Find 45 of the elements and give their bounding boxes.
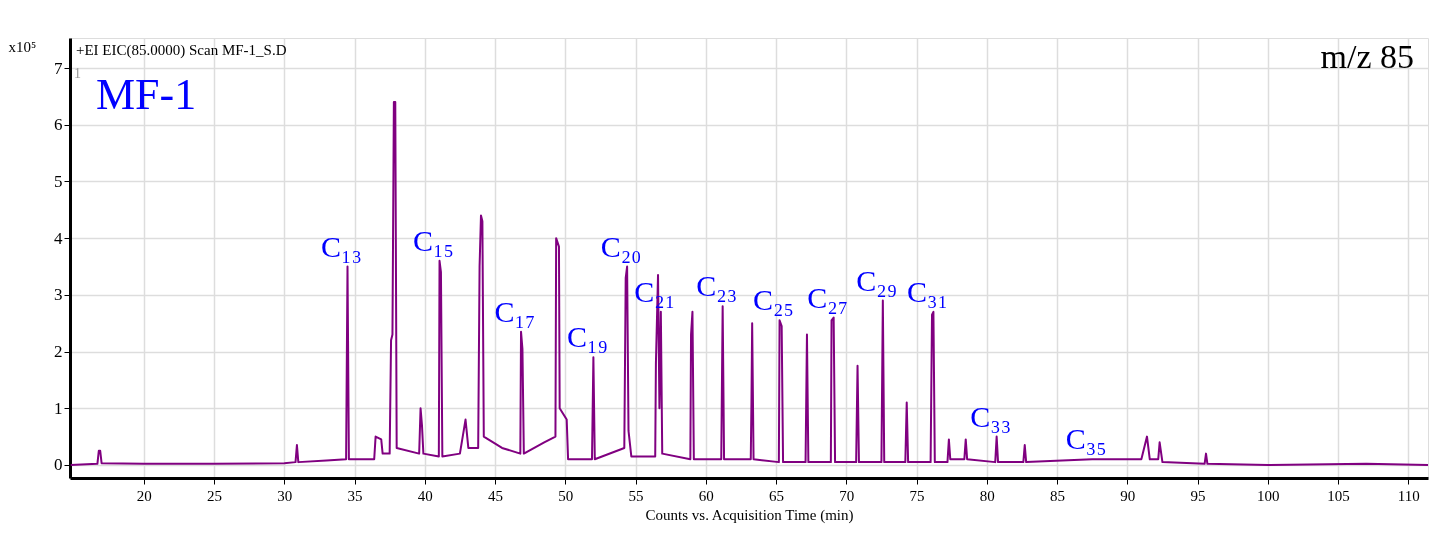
x-tick-label: 95 [1190, 487, 1206, 504]
x-tick-label: 40 [417, 487, 433, 504]
annotation: C₂₀ [600, 229, 642, 263]
y-tick-label: 0 [54, 455, 63, 475]
y-tick-label: 2 [54, 342, 63, 362]
x-tick-label: 110 [1397, 487, 1420, 504]
x-axis-title: Counts vs. Acquisition Time (min) [645, 506, 854, 524]
y-tick-label: 3 [54, 285, 63, 305]
x-tick-label: 45 [488, 487, 504, 504]
x-tick-label: 30 [277, 487, 293, 504]
annotation: C₃₁ [906, 274, 948, 308]
annotation: C₃₃ [970, 399, 1012, 433]
y-tick-label: 6 [54, 115, 63, 135]
y-tick-label: 7 [54, 58, 63, 78]
annotation: C₁₉ [566, 320, 608, 354]
x-tick-label: 70 [839, 487, 855, 504]
x-tick-label: 60 [698, 487, 714, 504]
annotation: 1 [74, 66, 81, 81]
annotation: C₂₉ [856, 263, 898, 297]
x-tick-label: 50 [558, 487, 574, 504]
x-tick-label: 65 [769, 487, 785, 504]
y-tick-label: 1 [54, 398, 63, 418]
annotation: MF-1 [96, 70, 197, 119]
annotation: C₁₅ [413, 223, 454, 257]
annotation: m/z 85 [1320, 38, 1414, 75]
annotation: C₂₇ [807, 280, 849, 314]
chart-title: +EI EIC(85.0000) Scan MF-1_S.D [76, 42, 287, 59]
x-tick-label: 105 [1327, 487, 1350, 504]
x-tick-label: 75 [909, 487, 925, 504]
x-tick-label: 35 [347, 487, 363, 504]
x-tick-label: 90 [1120, 487, 1136, 504]
y-axis-title: x10⁵ [8, 38, 37, 55]
x-tick-label: 25 [207, 487, 223, 504]
annotation: C₂₃ [696, 269, 738, 303]
x-tick-label: 100 [1257, 487, 1280, 504]
y-tick-label: 5 [54, 171, 63, 191]
annotation: C₃₅ [1065, 422, 1107, 456]
y-tick-label: 4 [54, 228, 63, 248]
x-tick-label: 85 [1050, 487, 1066, 504]
annotation: C₁₇ [494, 294, 536, 328]
x-tick-label: 55 [628, 487, 644, 504]
annotation: C₁₃ [321, 229, 362, 263]
annotation: C₂₅ [753, 283, 795, 317]
x-tick-label: 20 [136, 487, 152, 504]
x-tick-label: 80 [979, 487, 995, 504]
